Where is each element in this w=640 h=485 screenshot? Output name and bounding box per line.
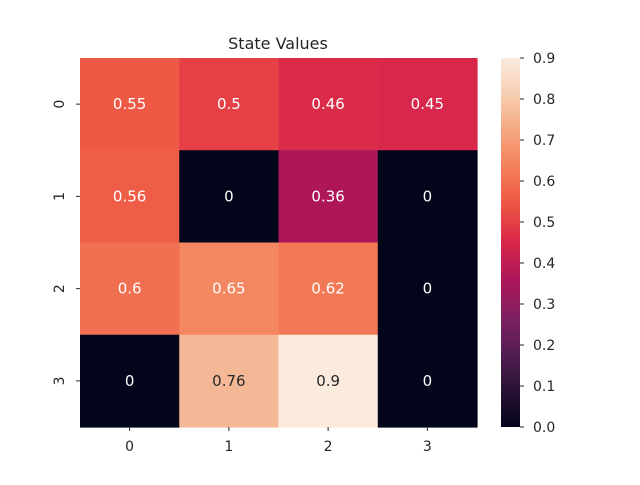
cell-value-label: 0 [224, 187, 234, 205]
cell-value-label: 0.76 [212, 372, 245, 390]
heatmap-cells [80, 58, 478, 428]
heatmap-cell [179, 150, 280, 244]
cell-value-label: 0.46 [311, 95, 344, 113]
y-tick-label: 0 [52, 100, 68, 109]
heatmap-cell [278, 334, 379, 428]
colorbar-tick-label: 0.8 [533, 92, 555, 108]
x-axis-ticks: 0 1 2 3 [125, 427, 432, 455]
heatmap-cell [80, 334, 180, 428]
colorbar-tick-label: 0.0 [533, 420, 555, 436]
cell-value-label: 0.36 [311, 187, 344, 205]
colorbar-tick-label: 0.6 [533, 174, 555, 190]
x-tick-label: 1 [224, 439, 233, 455]
heatmap-cell [377, 334, 478, 428]
x-tick-label: 0 [125, 439, 134, 455]
cell-value-label: 0.65 [212, 280, 245, 298]
heatmap-cell [179, 334, 280, 428]
heatmap-cell [377, 58, 478, 151]
heatmap-cell [80, 58, 180, 151]
colorbar [501, 58, 520, 427]
y-tick-label: 2 [52, 284, 68, 293]
colorbar-tick-label: 0.1 [533, 379, 555, 395]
y-tick-label: 3 [52, 376, 68, 385]
cell-value-label: 0.62 [311, 280, 344, 298]
heatmap-cell-labels: 0.55 0.5 0.46 0.45 0.56 0 0.36 0 0.6 0.65 0.62 0 0 0.… [113, 95, 444, 390]
cell-value-label: 0 [125, 372, 135, 390]
colorbar-tick-label: 0.7 [533, 133, 555, 149]
cell-value-label: 0.5 [217, 95, 241, 113]
heatmap-cell [179, 58, 280, 151]
heatmap-cell [80, 150, 180, 244]
cell-value-label: 0 [423, 280, 433, 298]
cell-value-label: 0.56 [113, 187, 146, 205]
cell-value-label: 0.9 [316, 372, 340, 390]
heatmap-cell [179, 242, 280, 336]
colorbar-tick-label: 0.3 [533, 297, 555, 313]
cell-value-label: 0 [423, 187, 433, 205]
cell-value-label: 0.45 [411, 95, 444, 113]
chart-title: State Values [228, 34, 328, 53]
heatmap-cell [377, 242, 478, 336]
heatmap-cell [278, 242, 379, 336]
x-tick-label: 3 [423, 439, 432, 455]
colorbar-tick-label: 0.4 [533, 256, 555, 272]
heatmap-cell [80, 242, 180, 336]
cell-value-label: 0 [423, 372, 433, 390]
y-axis-ticks: 0 1 2 3 [52, 100, 80, 385]
heatmap-cell [278, 58, 379, 151]
cell-value-label: 0.55 [113, 95, 146, 113]
x-tick-label: 2 [324, 439, 333, 455]
colorbar-tick-label: 0.2 [533, 338, 555, 354]
colorbar-tick-label: 0.9 [533, 51, 555, 67]
heatmap-cell [278, 150, 379, 244]
colorbar-ticks: 0.0 0.1 0.2 0.3 0.4 0.5 0.6 0.7 0.8 0.9 [520, 51, 555, 436]
colorbar-tick-label: 0.5 [533, 215, 555, 231]
y-tick-label: 1 [52, 192, 68, 201]
cell-value-label: 0.6 [118, 280, 142, 298]
heatmap-cell [377, 150, 478, 244]
